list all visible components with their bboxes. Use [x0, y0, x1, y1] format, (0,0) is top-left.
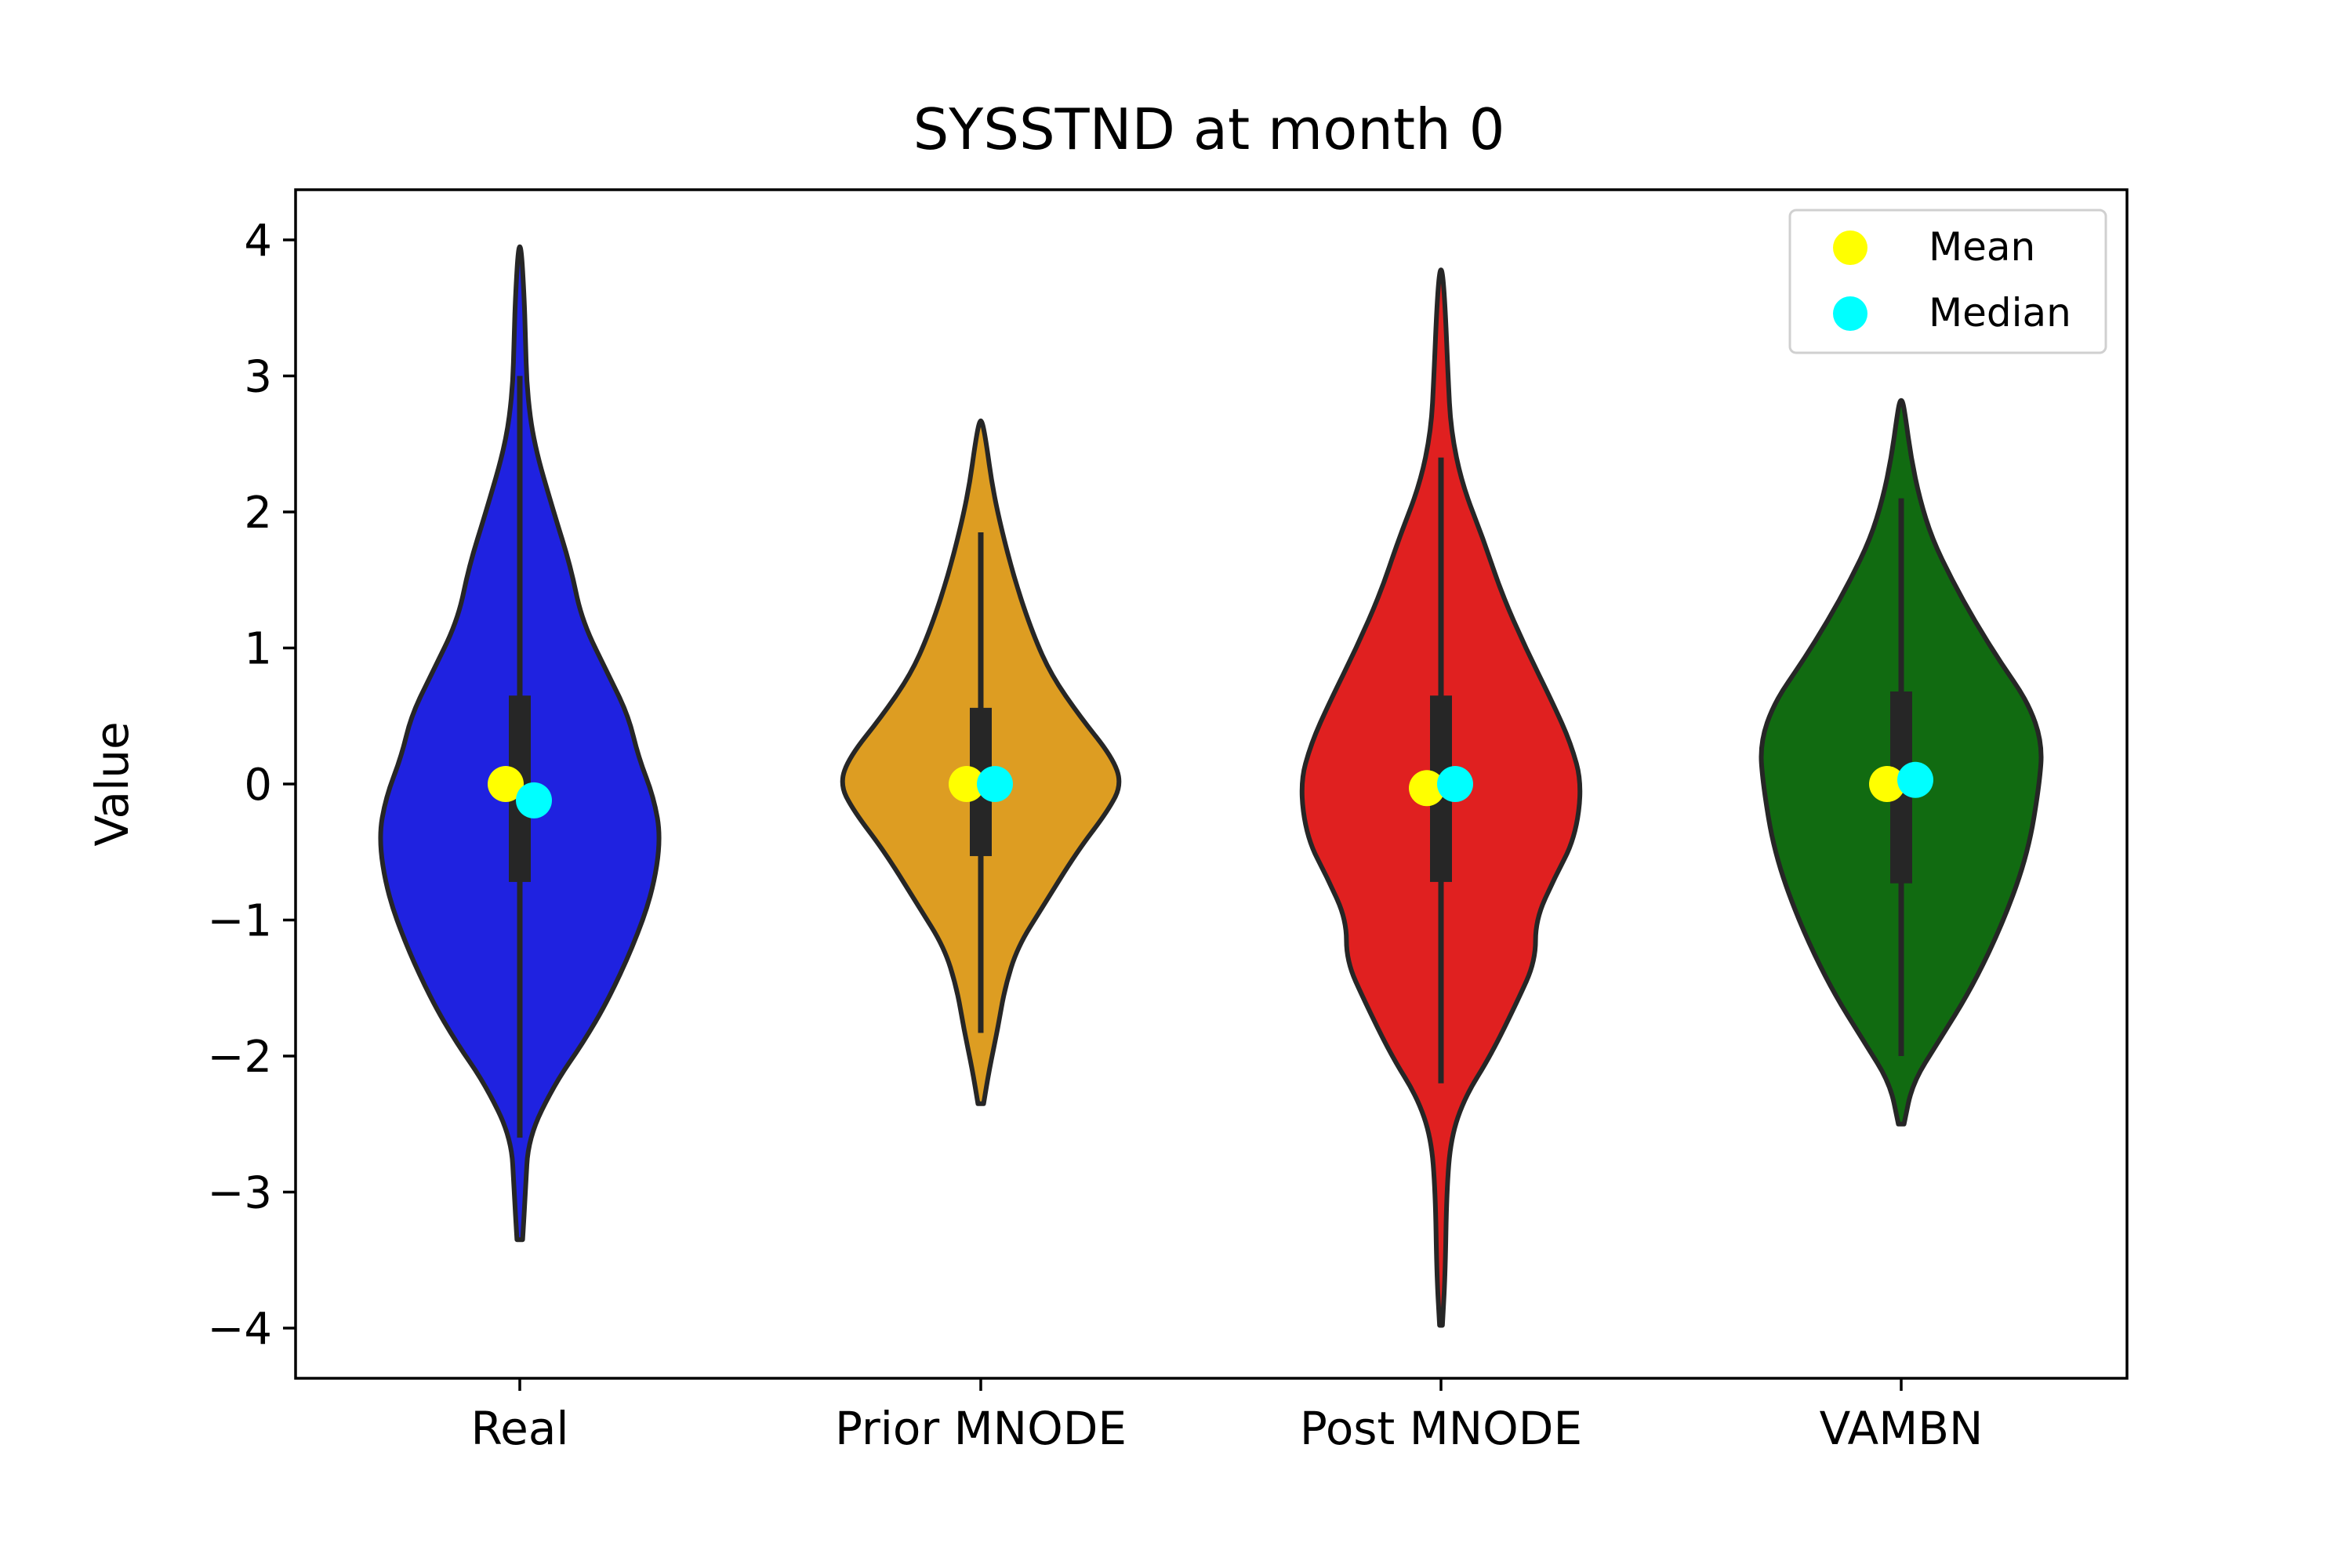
x-tick-label: Prior MNODE	[835, 1402, 1127, 1455]
median-marker-vambn	[1897, 761, 1933, 798]
chart-title: SYSSTND at month 0	[913, 96, 1505, 162]
violin-group-vambn	[1759, 397, 2044, 1127]
y-tick-label: 4	[244, 216, 272, 267]
mean-marker-vambn	[1869, 766, 1905, 802]
y-tick-label: −2	[207, 1032, 272, 1083]
legend-marker-median	[1833, 296, 1867, 331]
violin-group-post-mnode	[1299, 267, 1583, 1328]
mean-marker-prior-mnode	[949, 766, 985, 802]
median-marker-real	[516, 782, 552, 818]
legend-label-mean: Mean	[1929, 224, 2035, 270]
violin-group-prior-mnode	[840, 418, 1122, 1106]
violin-group-real	[378, 244, 662, 1243]
legend-box	[1788, 209, 2107, 354]
legend-label-median: Median	[1929, 290, 2071, 336]
y-tick-label: −1	[207, 896, 272, 947]
y-tick-label: 2	[244, 488, 272, 539]
y-tick-label: −4	[207, 1304, 272, 1355]
y-tick-label: −3	[207, 1168, 272, 1219]
y-tick-label: 3	[244, 352, 272, 403]
x-tick-label: VAMBN	[1820, 1402, 1984, 1455]
median-marker-post-mnode	[1437, 766, 1473, 802]
y-tick-label: 0	[244, 760, 272, 811]
y-axis: 4 3 2 1 0 −1 −2 −3 −4	[207, 216, 296, 1355]
legend-marker-mean	[1833, 230, 1867, 265]
x-axis: Real Prior MNODE Post MNODE VAMBN	[470, 1378, 1983, 1455]
median-marker-prior-mnode	[977, 766, 1013, 802]
legend: Mean Median	[1788, 209, 2107, 354]
x-tick-label: Post MNODE	[1300, 1402, 1582, 1455]
y-axis-label: Value	[85, 721, 139, 846]
mean-marker-post-mnode	[1409, 770, 1445, 807]
violins-layer	[378, 244, 2044, 1328]
x-tick-label: Real	[470, 1402, 568, 1455]
y-tick-label: 1	[244, 624, 272, 675]
mean-marker-real	[488, 766, 524, 802]
